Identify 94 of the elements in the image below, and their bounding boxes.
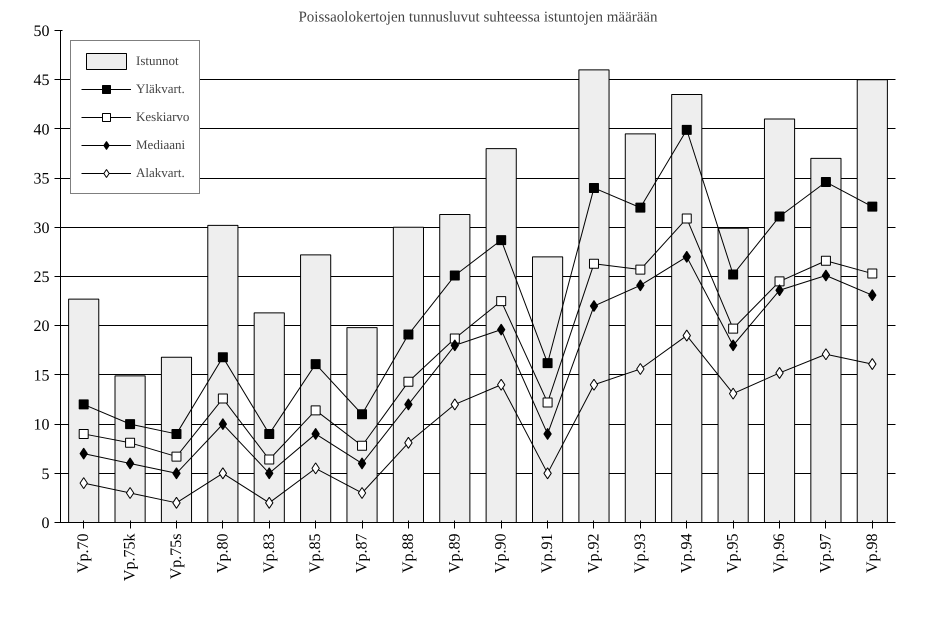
legend-label: Istunnot xyxy=(136,53,179,69)
point xyxy=(126,486,134,499)
point xyxy=(450,270,460,281)
y-tick-label: 5 xyxy=(42,466,50,483)
point xyxy=(590,300,598,312)
x-tick-label: Vp.92 xyxy=(585,533,602,574)
point xyxy=(543,467,552,480)
point xyxy=(867,202,878,212)
point xyxy=(588,258,599,269)
legend-label: Yläkvart. xyxy=(136,81,185,97)
point xyxy=(636,279,645,292)
chart-title: Poissaolokertojen tunnusluvut suhteessa istuntojen määrään xyxy=(298,10,658,26)
point xyxy=(264,428,274,439)
point xyxy=(820,177,831,188)
point xyxy=(820,256,831,266)
point xyxy=(218,467,228,480)
legend-label: Keskiarvo xyxy=(136,109,190,125)
point xyxy=(171,428,182,439)
point xyxy=(588,182,599,193)
point xyxy=(728,388,738,400)
point xyxy=(728,324,738,334)
point xyxy=(171,452,182,462)
point xyxy=(358,457,366,470)
point xyxy=(310,359,321,370)
x-tick-label: Vp.98 xyxy=(864,533,881,574)
y-tick-label: 0 xyxy=(42,515,50,532)
y-tick-label: 25 xyxy=(34,269,50,286)
point xyxy=(775,284,784,296)
point xyxy=(867,268,878,279)
point xyxy=(218,352,228,362)
point xyxy=(172,496,181,509)
point xyxy=(357,440,368,451)
point xyxy=(357,409,368,420)
point xyxy=(78,399,89,410)
point xyxy=(358,486,366,499)
point xyxy=(542,397,553,408)
x-tick-label: Vp.70 xyxy=(75,533,92,574)
legend-label: Mediaani xyxy=(136,137,186,153)
x-tick-label: Vp.89 xyxy=(446,533,464,574)
point xyxy=(404,436,413,449)
y-tick-label: 10 xyxy=(34,416,50,434)
point xyxy=(218,394,228,404)
point xyxy=(264,454,274,465)
y-tick-label: 15 xyxy=(34,367,50,384)
point xyxy=(543,428,552,440)
point xyxy=(125,438,136,448)
x-tick-label: Vp.90 xyxy=(492,533,510,574)
point xyxy=(78,428,89,439)
x-tick-label: Vp.75s xyxy=(168,534,185,580)
point xyxy=(404,398,413,410)
y-tick-label: 50 xyxy=(34,23,50,40)
x-tick-label: Vp.97 xyxy=(817,533,834,574)
point xyxy=(728,339,738,352)
point xyxy=(774,276,785,286)
point xyxy=(311,462,320,474)
x-tick-label: Vp.94 xyxy=(678,533,696,574)
point xyxy=(822,348,830,360)
x-tick-label: Vp.83 xyxy=(260,533,278,574)
point xyxy=(218,418,228,430)
point xyxy=(403,330,414,340)
point xyxy=(126,457,134,470)
point xyxy=(635,202,646,213)
point xyxy=(682,213,692,224)
x-tick-label: Vp.87 xyxy=(354,533,371,574)
point xyxy=(774,211,785,222)
point xyxy=(728,270,738,280)
y-tick-label: 20 xyxy=(34,318,50,336)
point xyxy=(682,124,692,135)
point xyxy=(775,366,784,379)
point xyxy=(496,235,506,246)
y-tick-label: 45 xyxy=(34,72,50,90)
y-tick-label: 30 xyxy=(34,220,50,237)
point xyxy=(636,362,645,375)
x-tick-label: Vp.80 xyxy=(214,533,232,574)
point xyxy=(542,358,553,368)
point xyxy=(635,264,646,275)
x-tick-label: Vp.88 xyxy=(400,533,417,574)
y-tick-label: 35 xyxy=(34,170,50,188)
x-tick-label: Vp.85 xyxy=(307,533,324,574)
point xyxy=(822,270,830,282)
x-tick-label: Vp.93 xyxy=(632,533,649,574)
x-tick-label: Vp.75k xyxy=(122,533,139,582)
point xyxy=(125,419,136,430)
point xyxy=(496,296,506,306)
legend-label: Alakvart. xyxy=(136,165,185,181)
y-tick-label: 40 xyxy=(34,121,50,138)
x-tick-label: Vp.96 xyxy=(771,533,788,574)
x-tick-label: Vp.95 xyxy=(724,533,742,574)
x-tick-label: Vp.91 xyxy=(539,533,556,574)
point xyxy=(590,378,598,391)
point xyxy=(403,376,414,387)
point xyxy=(172,467,181,480)
point xyxy=(310,405,321,416)
point xyxy=(311,428,320,440)
